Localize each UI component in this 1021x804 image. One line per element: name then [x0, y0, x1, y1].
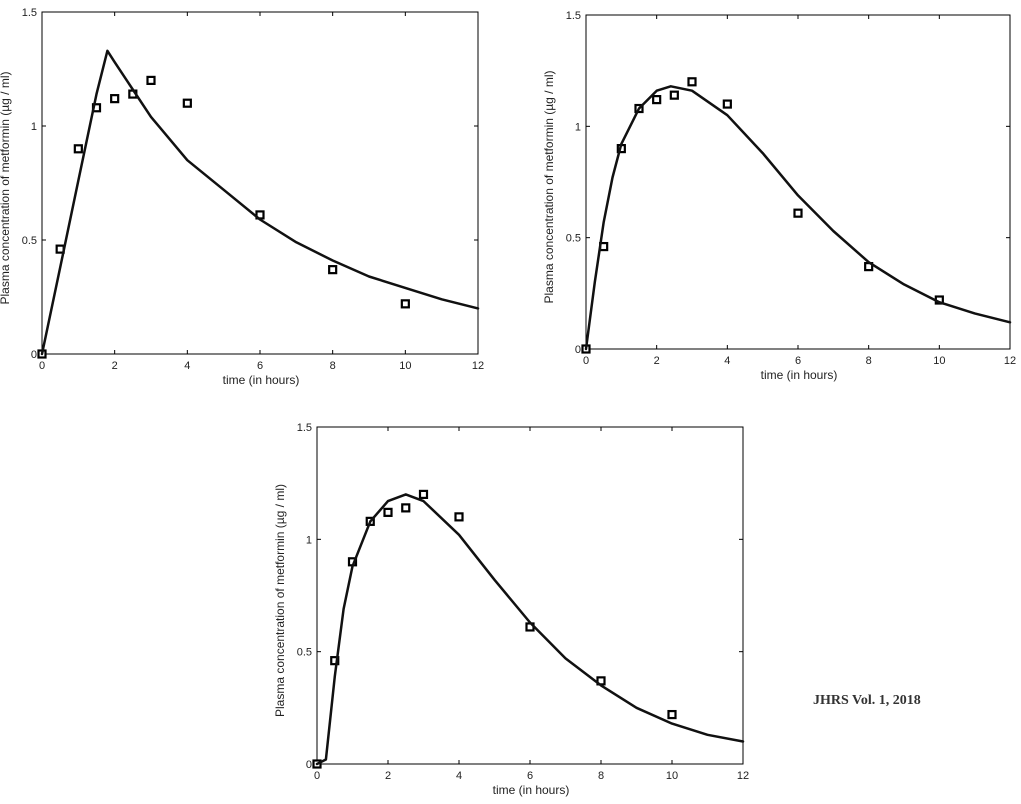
- data-point: [687, 77, 697, 87]
- y-tick-label: 1.5: [566, 10, 581, 22]
- x-tick-label: 2: [385, 770, 391, 782]
- y-tick-label: 1: [31, 121, 37, 133]
- chart-panel-2: 0 2 4 6 8 10 12 0 0.5 1 1.5 time (in hours) Plasma c…: [542, 10, 1016, 382]
- y-tick-label: 0.5: [297, 647, 312, 659]
- source-citation: JHRS Vol. 1, 2018: [813, 693, 921, 708]
- y-tick-label: 1: [575, 121, 581, 133]
- data-point: [182, 98, 192, 108]
- x-axis-label: time (in hours): [493, 783, 570, 797]
- y-tick-label: 0: [575, 344, 581, 356]
- x-tick-label: 4: [724, 355, 730, 367]
- x-tick-label: 6: [795, 355, 801, 367]
- data-point: [401, 503, 411, 513]
- x-tick-label: 12: [1004, 355, 1016, 367]
- x-tick-label: 0: [583, 355, 589, 367]
- data-point: [669, 90, 679, 100]
- x-tick-label: 10: [933, 355, 945, 367]
- data-point: [418, 489, 429, 499]
- data-point: [722, 99, 732, 109]
- x-tick-label: 0: [39, 360, 45, 372]
- x-tick-label: 2: [112, 360, 118, 372]
- x-tick-label: 10: [399, 360, 411, 372]
- data-point: [110, 94, 120, 104]
- y-tick-label: 1.5: [297, 422, 312, 434]
- x-tick-label: 0: [314, 770, 320, 782]
- model-curve: [584, 85, 1012, 351]
- plot-frame: [41, 11, 479, 355]
- plot-frame: [316, 426, 744, 765]
- x-tick-label: 2: [654, 355, 660, 367]
- data-point: [793, 208, 803, 218]
- x-axis-label: time (in hours): [761, 368, 838, 382]
- data-point: [652, 95, 662, 105]
- x-tick-label: 10: [666, 770, 678, 782]
- data-point: [667, 709, 677, 720]
- y-axis-label: Plasma concentration of metformin (µg / …: [273, 484, 287, 717]
- x-tick-label: 12: [737, 770, 749, 782]
- x-tick-label: 8: [866, 355, 872, 367]
- chart-panel-3: 0 2 4 6 8 10 12 0 0.5 1 1.5 time (in hours) Plasma c…: [273, 422, 749, 797]
- x-tick-label: 8: [330, 360, 336, 372]
- model-curve: [315, 493, 745, 766]
- x-tick-label: 4: [456, 770, 462, 782]
- x-axis-label: time (in hours): [223, 373, 300, 387]
- y-axis-label: Plasma concentration of metformin (µg / …: [542, 71, 556, 304]
- x-tick-label: 4: [184, 360, 190, 372]
- x-tick-label: 8: [598, 770, 604, 782]
- data-point: [330, 656, 340, 666]
- data-point: [454, 512, 464, 522]
- y-tick-label: 0.5: [22, 235, 37, 247]
- y-tick-label: 0: [31, 349, 37, 361]
- data-point: [400, 299, 410, 309]
- data-point: [328, 265, 338, 275]
- plot-frame: [585, 14, 1011, 350]
- x-tick-label: 6: [257, 360, 263, 372]
- model-curve: [40, 49, 480, 356]
- data-point: [146, 75, 156, 86]
- x-tick-label: 6: [527, 770, 533, 782]
- y-tick-label: 0: [306, 759, 312, 771]
- chart-panel-1: 0 2 4 6 8 10 12 0 0.5 1 1.5 time (in hours) Plasma c…: [0, 7, 484, 387]
- y-tick-label: 1.5: [22, 7, 37, 19]
- data-point: [73, 144, 83, 154]
- y-tick-label: 1: [306, 534, 312, 546]
- y-tick-label: 0.5: [566, 233, 581, 245]
- data-point: [383, 507, 393, 517]
- y-axis-label: Plasma concentration of metformin (µg / …: [0, 72, 12, 305]
- x-tick-label: 12: [472, 360, 484, 372]
